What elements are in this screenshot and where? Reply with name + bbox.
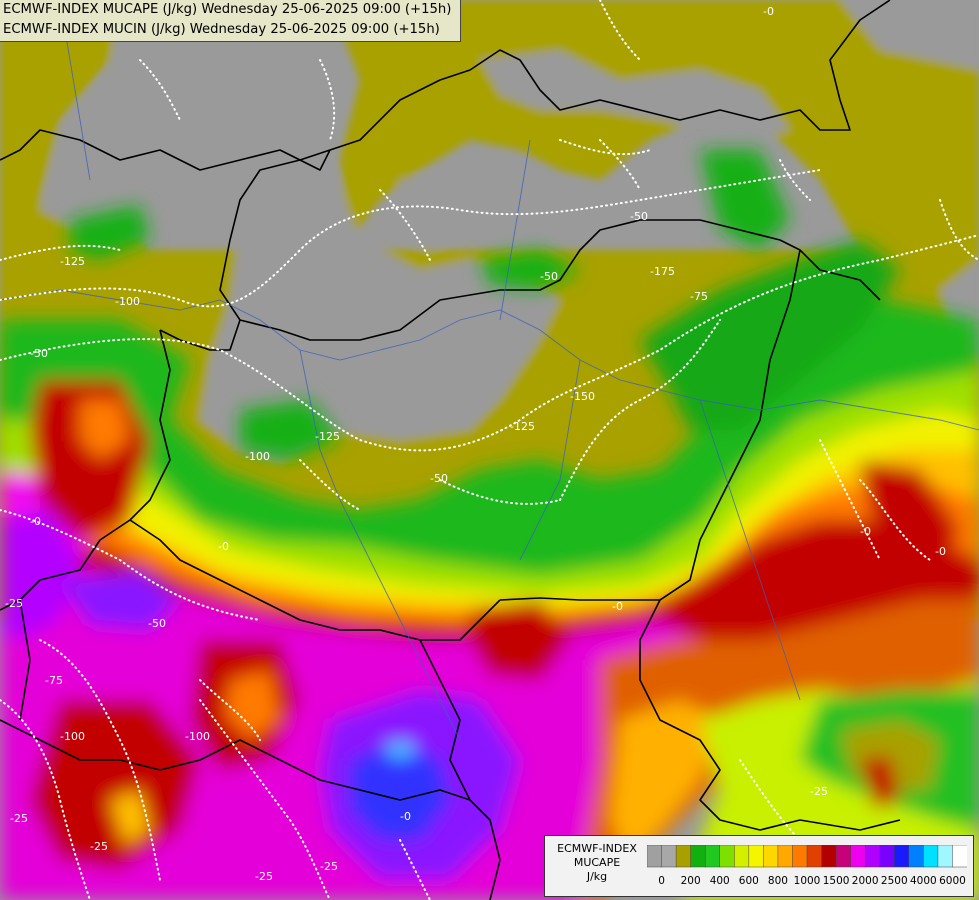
- svg-text:-0: -0: [860, 525, 871, 538]
- svg-text:-50: -50: [30, 347, 48, 360]
- legend-swatch: [850, 845, 866, 868]
- legend-tick: 2500: [880, 875, 908, 887]
- svg-text:-50: -50: [540, 270, 558, 283]
- legend-swatch: [864, 845, 881, 868]
- legend-swatch: [647, 845, 663, 868]
- legend-swatch: [894, 845, 910, 868]
- svg-text:-100: -100: [185, 730, 210, 743]
- legend-swatch: [806, 845, 823, 868]
- legend-swatch: [923, 845, 939, 868]
- svg-text:-125: -125: [60, 255, 85, 268]
- legend-tick: 1000: [793, 875, 821, 887]
- svg-text:-75: -75: [45, 674, 63, 687]
- legend-swatch: [748, 845, 765, 868]
- svg-text:-175: -175: [650, 265, 675, 278]
- legend-swatch: [719, 845, 735, 868]
- legend-swatch: [661, 845, 677, 868]
- svg-text:-50: -50: [630, 210, 648, 223]
- legend-swatch: [704, 845, 721, 868]
- svg-text:-100: -100: [245, 450, 270, 463]
- svg-text:-125: -125: [510, 420, 535, 433]
- rivers: [0, 0, 979, 741]
- svg-text:-0: -0: [400, 810, 411, 823]
- legend-color-bar: [647, 845, 967, 868]
- legend-tick: 4000: [909, 875, 937, 887]
- legend-swatch: [908, 845, 925, 868]
- legend-swatch: [937, 845, 954, 868]
- svg-text:-25: -25: [320, 860, 338, 873]
- legend-swatch: [734, 845, 750, 868]
- color-legend: ECMWF-INDEX MUCAPE J/kg 0 200 400 600 800 100…: [544, 835, 974, 897]
- svg-text:-100: -100: [60, 730, 85, 743]
- svg-text:-0: -0: [763, 5, 774, 18]
- legend-tick-labels: 0 200 400 600 800 1000 1500 2000 2500 4000 6000: [647, 875, 967, 889]
- legend-variable: MUCAPE: [573, 856, 621, 869]
- legend-swatch: [675, 845, 692, 868]
- legend-tick: 2000: [851, 875, 879, 887]
- legend-tick: 6000: [939, 875, 966, 887]
- legend-unit: J/kg: [586, 870, 608, 883]
- legend-swatch: [879, 845, 895, 868]
- legend-label: ECMWF-INDEX MUCAPE J/kg: [547, 842, 647, 884]
- legend-swatch: [952, 845, 967, 868]
- legend-swatch: [821, 845, 837, 868]
- legend-tick: 800: [767, 875, 788, 887]
- legend-tick: 600: [738, 875, 759, 887]
- legend-tick: 0: [658, 875, 665, 887]
- mucape-title: ECMWF-INDEX MUCAPE (J/kg) Wednesday 25-0…: [3, 2, 452, 17]
- chart-title-box: ECMWF-INDEX MUCAPE (J/kg) Wednesday 25-0…: [0, 0, 461, 42]
- legend-swatch: [792, 845, 808, 868]
- legend-model: ECMWF-INDEX: [557, 842, 637, 855]
- svg-text:-125: -125: [315, 430, 340, 443]
- svg-text:-0: -0: [218, 540, 229, 553]
- country-borders: [0, 0, 901, 900]
- legend-tick: 1500: [822, 875, 850, 887]
- svg-text:-0: -0: [612, 600, 623, 613]
- svg-text:-0: -0: [935, 545, 946, 558]
- legend-swatch: [690, 845, 706, 868]
- svg-text:-75: -75: [690, 290, 708, 303]
- legend-tick: 400: [709, 875, 730, 887]
- svg-text:-25: -25: [10, 812, 28, 825]
- legend-swatch: [763, 845, 779, 868]
- legend-tick: 200: [680, 875, 701, 887]
- legend-swatch: [777, 845, 794, 868]
- mucin-title: ECMWF-INDEX MUCIN (J/kg) Wednesday 25-06…: [3, 22, 440, 37]
- svg-text:-25: -25: [5, 597, 23, 610]
- svg-text:-50: -50: [430, 472, 448, 485]
- mucin-contour-labels: -0 -125 -100 -50 -75 -150 -175 -125 -50 …: [5, 5, 946, 883]
- svg-text:-150: -150: [570, 390, 595, 403]
- svg-text:-25: -25: [810, 785, 828, 798]
- legend-swatch: [835, 845, 852, 868]
- svg-text:-25: -25: [255, 870, 273, 883]
- svg-text:-25: -25: [90, 840, 108, 853]
- svg-text:-100: -100: [115, 295, 140, 308]
- svg-text:-0: -0: [30, 515, 41, 528]
- svg-text:-50: -50: [148, 617, 166, 630]
